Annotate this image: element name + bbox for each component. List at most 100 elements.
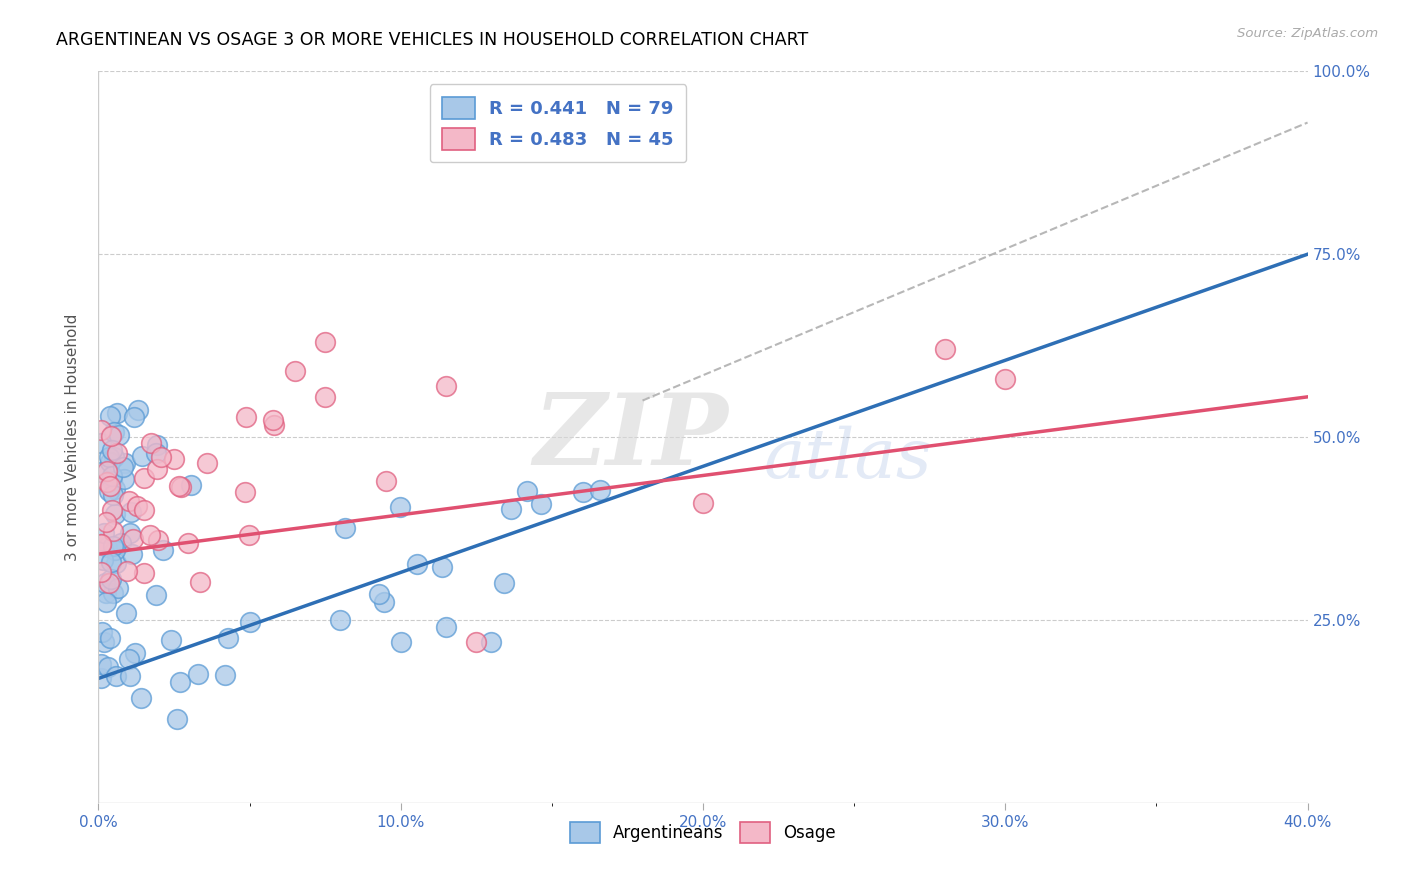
Point	[107, 582, 129, 596]
Text: atlas: atlas	[763, 425, 932, 492]
Point	[96, 540, 118, 554]
Point	[238, 528, 260, 542]
Point	[96, 660, 118, 674]
Point	[692, 496, 714, 510]
Point	[98, 409, 121, 423]
Point	[262, 413, 284, 427]
Point	[132, 471, 155, 485]
Point	[163, 452, 186, 467]
Point	[233, 484, 256, 499]
Point	[96, 465, 118, 479]
Legend: Argentineans, Osage: Argentineans, Osage	[564, 815, 842, 849]
Point	[333, 521, 356, 535]
Point	[90, 671, 112, 685]
Text: ZIP: ZIP	[533, 389, 728, 485]
Point	[98, 483, 121, 498]
Point	[389, 635, 412, 649]
Text: Source: ZipAtlas.com: Source: ZipAtlas.com	[1237, 27, 1378, 40]
Point	[146, 462, 169, 476]
Point	[94, 585, 117, 599]
Point	[127, 403, 149, 417]
Point	[145, 588, 167, 602]
Point	[530, 498, 553, 512]
Point	[120, 669, 142, 683]
Point	[374, 474, 396, 488]
Point	[101, 524, 124, 538]
Point	[149, 450, 172, 464]
Point	[177, 535, 200, 549]
Point	[465, 635, 488, 649]
Point	[105, 669, 128, 683]
Point	[103, 488, 125, 502]
Point	[492, 576, 515, 591]
Point	[114, 456, 136, 470]
Point	[132, 566, 155, 580]
Point	[214, 668, 236, 682]
Point	[190, 574, 212, 589]
Point	[169, 675, 191, 690]
Point	[145, 445, 167, 459]
Point	[122, 410, 145, 425]
Point	[368, 587, 391, 601]
Point	[129, 690, 152, 705]
Point	[115, 564, 138, 578]
Point	[90, 465, 112, 479]
Point	[405, 558, 427, 572]
Point	[101, 585, 124, 599]
Point	[139, 435, 162, 450]
Point	[118, 525, 141, 540]
Point	[481, 635, 503, 649]
Point	[115, 606, 138, 620]
Point	[217, 631, 239, 645]
Point	[994, 371, 1017, 385]
Point	[93, 635, 115, 649]
Point	[167, 479, 190, 493]
Point	[90, 423, 112, 437]
Point	[90, 657, 112, 671]
Point	[180, 478, 202, 492]
Point	[146, 533, 169, 548]
Point	[118, 652, 141, 666]
Point	[103, 425, 125, 439]
Point	[101, 539, 124, 553]
Point	[131, 449, 153, 463]
Point	[124, 646, 146, 660]
Point	[121, 532, 143, 546]
Point	[94, 516, 117, 530]
Point	[96, 475, 118, 489]
Point	[105, 445, 128, 459]
Point	[98, 631, 121, 645]
Point	[195, 456, 218, 470]
Point	[284, 364, 307, 378]
Point	[101, 443, 124, 458]
Point	[104, 543, 127, 558]
Point	[98, 576, 121, 591]
Point	[499, 502, 522, 516]
Point	[90, 625, 112, 640]
Point	[90, 536, 112, 550]
Point	[105, 556, 128, 570]
Y-axis label: 3 or more Vehicles in Household: 3 or more Vehicles in Household	[65, 313, 80, 561]
Point	[110, 536, 132, 550]
Text: ARGENTINEAN VS OSAGE 3 OR MORE VEHICLES IN HOUSEHOLD CORRELATION CHART: ARGENTINEAN VS OSAGE 3 OR MORE VEHICLES …	[56, 31, 808, 49]
Point	[166, 712, 188, 726]
Point	[120, 505, 142, 519]
Point	[90, 566, 112, 580]
Point	[105, 406, 128, 420]
Point	[329, 613, 352, 627]
Point	[235, 410, 257, 425]
Point	[108, 428, 131, 442]
Point	[96, 594, 118, 608]
Point	[94, 576, 117, 591]
Point	[263, 417, 285, 432]
Point	[101, 502, 124, 516]
Point	[187, 667, 209, 681]
Point	[93, 526, 115, 541]
Point	[934, 343, 956, 357]
Point	[90, 435, 112, 450]
Point	[314, 390, 336, 404]
Point	[118, 494, 141, 508]
Point	[152, 542, 174, 557]
Point	[432, 560, 454, 574]
Point	[112, 472, 135, 486]
